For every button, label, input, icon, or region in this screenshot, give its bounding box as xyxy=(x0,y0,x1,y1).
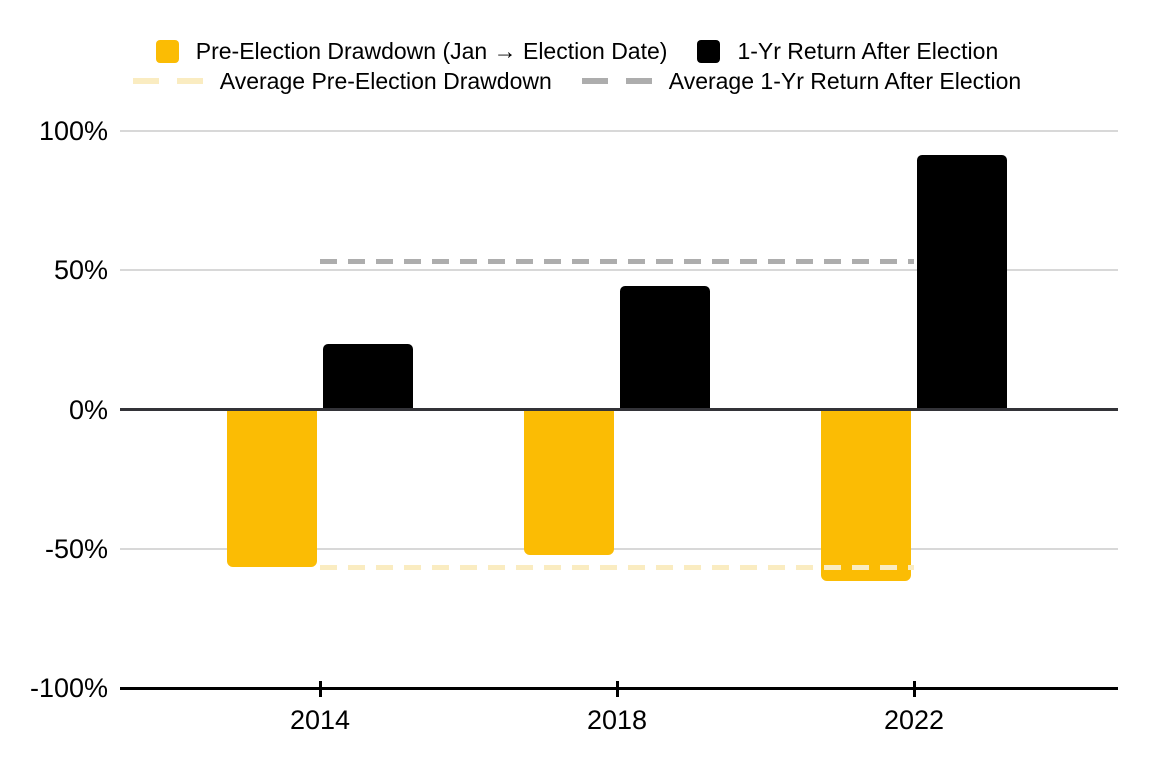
avg-line-average-pre-election-drawdown xyxy=(320,565,914,571)
legend-swatch-avg-drawdown-dash xyxy=(132,78,203,84)
bar-2022-pre-election-drawdown-jan-election-date[interactable] xyxy=(821,411,911,582)
x-tick-2022 xyxy=(912,681,916,697)
legend-label-1yr-return: 1-Yr Return After Election xyxy=(737,38,999,64)
x-axis-label-2018: 2018 xyxy=(586,705,648,735)
y-axis-label--50: -50% xyxy=(44,533,108,564)
gridline-100 xyxy=(120,130,1118,132)
bar-2022-1-yr-return-after-election[interactable] xyxy=(917,154,1007,408)
avg-line-average-1-yr-return-after-election xyxy=(320,259,914,265)
gridline--50 xyxy=(120,547,1118,550)
y-axis-label-0: 0% xyxy=(68,394,108,425)
x-tick-2018 xyxy=(615,681,619,697)
x-axis-label-2014: 2014 xyxy=(289,705,351,735)
legend-row-2: Average Pre-Election Drawdown Average 1-… xyxy=(0,68,1154,94)
y-axis-label-100: 100% xyxy=(38,116,108,146)
gridline-50 xyxy=(120,269,1118,272)
x-axis-line xyxy=(120,686,1118,690)
legend-swatch-avg-return-dash xyxy=(581,78,652,84)
bar-2014-1-yr-return-after-election[interactable] xyxy=(323,344,413,408)
legend-item-avg-return[interactable]: Average 1-Yr Return After Election xyxy=(581,68,1022,94)
bar-2018-1-yr-return-after-election[interactable] xyxy=(620,286,710,408)
x-axis-label-2022: 2022 xyxy=(883,705,945,735)
legend-label-avg-drawdown: Average Pre-Election Drawdown xyxy=(219,68,552,94)
zero-axis-line xyxy=(120,408,1118,411)
legend-item-avg-drawdown[interactable]: Average Pre-Election Drawdown xyxy=(132,68,552,94)
legend-item-1yr-return[interactable]: 1-Yr Return After Election xyxy=(697,38,998,64)
legend-row-1: Pre-Election Drawdown (Jan → Election Da… xyxy=(0,36,1154,66)
bar-2014-pre-election-drawdown-jan-election-date[interactable] xyxy=(227,411,317,568)
bar-2018-pre-election-drawdown-jan-election-date[interactable] xyxy=(524,411,614,555)
y-axis-label-50: 50% xyxy=(53,255,108,286)
legend-swatch-drawdown-square xyxy=(155,39,179,63)
y-axis-label--100: -100% xyxy=(29,673,108,703)
legend-item-pre-election-drawdown[interactable]: Pre-Election Drawdown (Jan → Election Da… xyxy=(155,38,668,64)
x-tick-2014 xyxy=(318,681,322,697)
legend-label-avg-return: Average 1-Yr Return After Election xyxy=(668,68,1022,94)
legend-label-pre-election-drawdown: Pre-Election Drawdown (Jan → Election Da… xyxy=(195,38,668,64)
legend-swatch-return-square xyxy=(697,39,721,63)
